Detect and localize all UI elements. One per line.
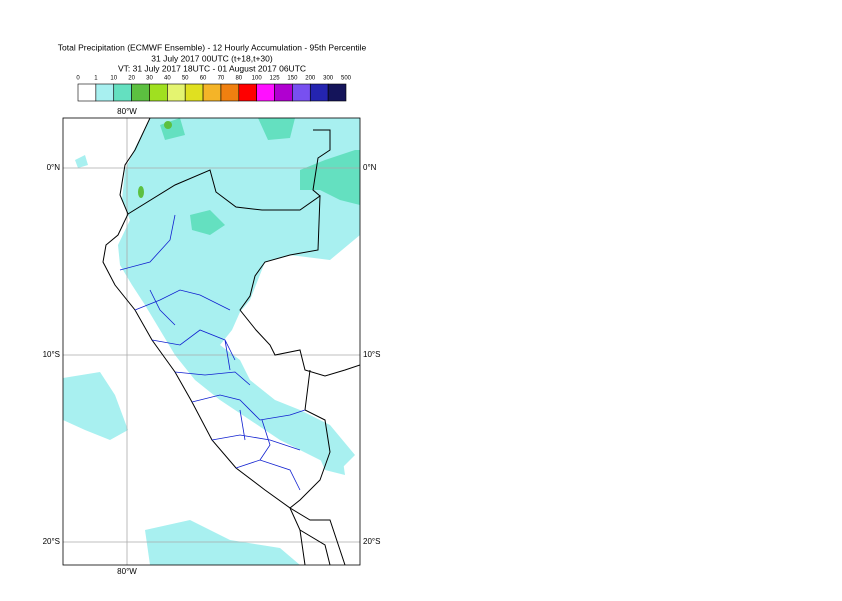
lat-label: 20°S — [43, 537, 60, 546]
level-label: 40 — [164, 76, 171, 82]
level-label: 150 — [287, 76, 298, 82]
color-box — [256, 83, 275, 102]
color-box — [274, 83, 293, 102]
level-label: 30 — [146, 76, 153, 82]
color-box — [327, 83, 347, 102]
level-label: 500 — [341, 76, 352, 82]
color-box — [95, 83, 115, 102]
level-label: 10 — [110, 76, 117, 82]
precip-moderate — [160, 118, 360, 235]
lat-label: 0°N — [47, 163, 61, 172]
level-label: 80 — [235, 76, 242, 82]
level-label: 200 — [305, 76, 316, 82]
color-box — [309, 83, 329, 102]
lat-label: 10°S — [363, 350, 380, 359]
color-box — [149, 83, 168, 102]
lat-labels: 0°N 0°N 10°S 10°S 20°S 20°S — [43, 163, 381, 546]
colorbar: 0 1 10 20 30 40 50 60 70 80 100 125 150 200 300 500 — [76, 76, 352, 102]
map — [63, 118, 360, 565]
color-box — [220, 83, 240, 102]
map-frame — [62, 117, 361, 566]
level-label: 0 — [76, 76, 80, 82]
level-label: 125 — [270, 76, 281, 82]
precip-heavy — [138, 186, 144, 198]
color-box — [184, 83, 204, 102]
level-label: 1 — [94, 76, 98, 82]
lon-label: 80°W — [117, 107, 137, 116]
level-label: 50 — [182, 76, 189, 82]
valid-time: VT: 31 July 2017 18UTC - 01 August 2017 … — [118, 63, 306, 73]
lat-label: 10°S — [43, 350, 60, 359]
color-box — [131, 83, 150, 102]
precip-heavy — [164, 121, 172, 129]
color-box — [238, 83, 257, 102]
color-box — [77, 83, 97, 102]
title: Total Precipitation (ECMWF Ensemble) - 1… — [58, 42, 367, 52]
lat-label: 0°N — [363, 163, 377, 172]
color-box — [202, 83, 222, 102]
precip-light — [118, 118, 360, 470]
color-box — [292, 83, 311, 102]
level-label: 70 — [218, 76, 225, 82]
graticule — [63, 118, 360, 565]
base-time: 31 July 2017 00UTC (t+18,t+30) — [151, 53, 273, 63]
color-box — [113, 83, 132, 102]
lon-label: 80°W — [117, 567, 137, 576]
color-box — [167, 83, 186, 102]
borders — [102, 118, 360, 565]
level-label: 60 — [200, 76, 207, 82]
level-label: 300 — [323, 76, 334, 82]
level-label: 100 — [252, 76, 263, 82]
level-label: 20 — [128, 76, 135, 82]
lat-label: 20°S — [363, 537, 380, 546]
